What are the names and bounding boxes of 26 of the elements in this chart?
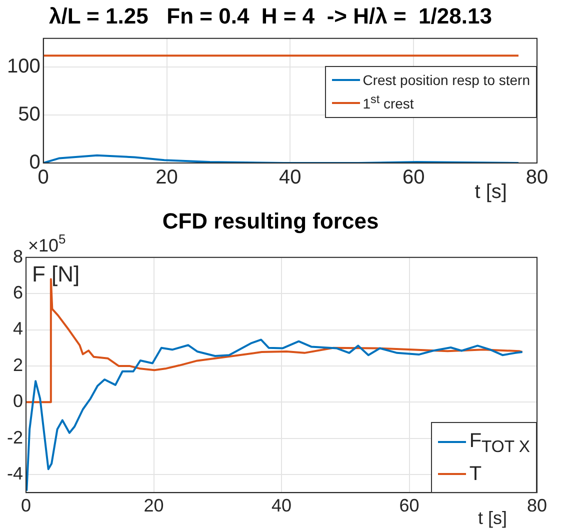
x-tick-label: 40: [271, 495, 292, 516]
x-axis-title: t [s]: [474, 181, 507, 203]
x-tick-label: 60: [402, 166, 425, 189]
y-tick-label: 100: [6, 56, 40, 78]
y-tick-label: -4: [6, 463, 24, 484]
y-tick-label: -2: [6, 427, 24, 448]
legend-label: T: [469, 462, 482, 487]
x-tick-label: 80: [526, 166, 548, 189]
legend-label: Crest position resp to stern: [362, 70, 530, 90]
legend-label: 1$^{st}$ crest: [362, 92, 414, 114]
y-axis-title: F [N]: [32, 261, 80, 286]
x-tick-label: 80: [526, 495, 548, 516]
y-tick-label: 50: [18, 104, 40, 126]
y-tick-label: 6: [12, 282, 24, 303]
x-tick-label: 20: [144, 495, 164, 516]
x-tick-label: 20: [156, 166, 178, 189]
chart-title: CFD resulting forces: [162, 208, 379, 234]
x-tick-label: 60: [399, 495, 420, 516]
y-tick-label: 0: [12, 391, 24, 412]
legend-label: F$_{TOT X}$: [469, 428, 530, 458]
x-axis-title: t [s]: [478, 508, 507, 528]
chart-title: λ/L = 1.25 Fn = 0.4 H = 4 -> H/λ = 1/28.13: [49, 3, 492, 28]
x-tick-label: 40: [279, 166, 302, 189]
y-tick-label: 4: [12, 318, 24, 339]
y-tick-label: 8: [12, 246, 24, 266]
y-tick-label: 2: [12, 354, 24, 375]
